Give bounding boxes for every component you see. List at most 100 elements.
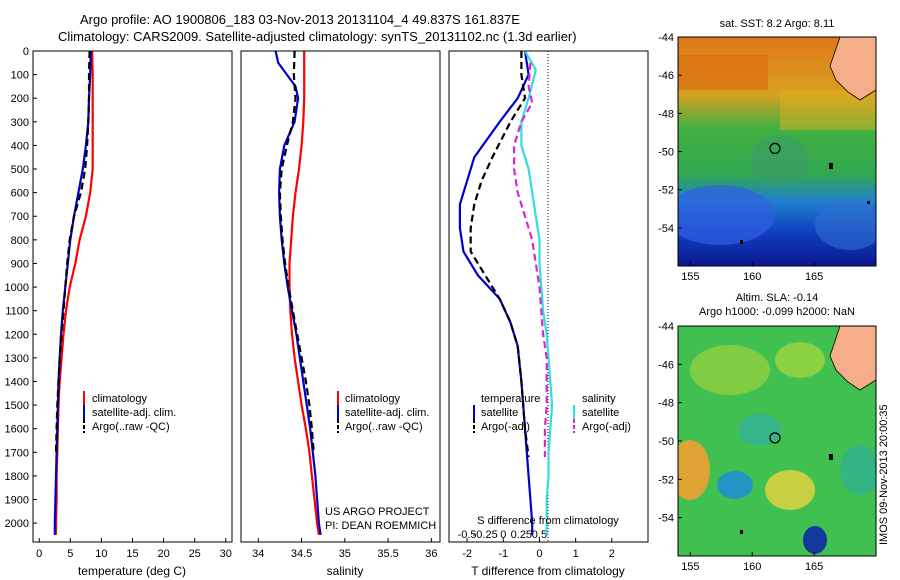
x-tick-label: 0 [36, 548, 42, 560]
sla-map-subtitle: Argo h1000: -0.099 h2000: NaN [699, 306, 855, 318]
x-tick-label: 5 [67, 548, 73, 560]
x-tick-label: 34.5 [291, 548, 312, 560]
sst-map-frame [677, 36, 877, 267]
x-tick-label: 34 [252, 548, 264, 560]
sst-map-title: sat. SST: 8.2 Argo: 8.11 [720, 18, 835, 30]
x-tick-label: 36 [425, 548, 437, 560]
landmass-new-zealand [829, 37, 876, 101]
map-x-tick-label: 155 [681, 271, 699, 283]
island-marker [829, 454, 833, 460]
legend-salinity-satellite: satellite [582, 407, 619, 419]
difference-panel: -2 -1 0 1 2 -0.5-0.25 0 0.25 0.5 T difference f… [448, 50, 649, 578]
difference-xlabel: T difference from climatology [471, 564, 625, 578]
x-tick-label: 10 [95, 548, 107, 560]
map-x-tick-label: 155 [681, 561, 699, 573]
salinity-legend-argo: Argo(..raw -QC) [345, 421, 423, 433]
y-tick-label: 1500 [5, 400, 29, 412]
y-tick-label: 300 [11, 117, 29, 129]
series-argo-raw-qc [54, 50, 91, 453]
difference-xticks: -2 -1 0 1 2 [462, 538, 615, 560]
sla-low-patch [840, 445, 876, 495]
sla-map-panel: Altim. SLA: -0.14 Argo h1000: -0.099 h20… [658, 292, 877, 573]
difference-series [458, 50, 554, 535]
sst-map-ticks: 155 160 165 -44 -46 -48 -50 -52 -54 [658, 32, 823, 283]
salinity-difference-legend: salinity satellite Argo(-adj) [573, 393, 631, 433]
map-y-tick-label: -44 [658, 32, 674, 44]
secondary-tick-label: 0.25 [511, 529, 532, 541]
map-y-tick-label: -52 [658, 185, 674, 197]
temperature-panel: 0 5 10 15 20 25 30 0 100 200 300 400 500 600 700 800 90… [5, 46, 233, 578]
y-tick-label: 1200 [5, 329, 29, 341]
sla-low-patch [717, 471, 753, 499]
sst-mid-patch [750, 135, 810, 185]
map-y-tick-label: -44 [658, 321, 674, 333]
island-marker [867, 201, 870, 204]
y-tick-label: 2000 [5, 518, 29, 530]
sla-map-frame [677, 325, 877, 557]
legend-temperature-satellite: satellite [481, 407, 518, 419]
x-tick-label: 20 [157, 548, 169, 560]
y-tick-label: 1700 [5, 447, 29, 459]
figure-title-line1: Argo profile: AO 1900806_183 03-Nov-2013… [80, 12, 520, 27]
map-y-tick-label: -54 [658, 513, 674, 525]
map-x-tick-label: 165 [805, 561, 823, 573]
secondary-tick-label: -0.25 [473, 529, 498, 541]
map-y-tick-label: -46 [658, 359, 674, 371]
y-tick-label: 400 [11, 140, 29, 152]
temperature-legend-argo: Argo(..raw -QC) [92, 421, 170, 433]
series-argo-raw-qc [278, 50, 315, 453]
map-y-tick-label: -50 [658, 436, 674, 448]
island-marker [740, 530, 743, 534]
legend-title-salinity: salinity [582, 393, 616, 405]
secondary-tick-label: -0.5 [458, 529, 477, 541]
x-tick-label: -2 [462, 548, 472, 560]
map-y-tick-label: -52 [658, 474, 674, 486]
x-tick-label: 30 [220, 548, 232, 560]
y-tick-label: 1400 [5, 376, 29, 388]
difference-sticks: -0.5-0.25 0 0.25 0.5 [458, 529, 547, 541]
y-tick-label: 1900 [5, 495, 29, 507]
x-tick-label: 0 [536, 548, 542, 560]
map-x-tick-label: 160 [743, 271, 761, 283]
sst-cold-patch [678, 185, 775, 245]
y-tick-label: 900 [11, 258, 29, 270]
sla-patch [775, 342, 825, 378]
project-annotation-line1: US ARGO PROJECT [325, 506, 430, 518]
temperature-frame [32, 50, 233, 543]
landmass-new-zealand [829, 326, 876, 391]
sla-high-patch [678, 440, 710, 500]
y-tick-label: 1100 [5, 306, 29, 318]
sst-cold-patch [815, 200, 876, 250]
secondary-tick-label: 0 [500, 529, 506, 541]
sla-map-title: Altim. SLA: -0.14 [736, 292, 819, 304]
y-tick-label: 500 [11, 164, 29, 176]
salinity-legend: climatology satellite-adj. clim. Argo(..… [337, 391, 429, 433]
y-tick-label: 100 [11, 70, 29, 82]
map-x-tick-label: 160 [743, 561, 761, 573]
argo-float-marker [769, 432, 781, 444]
argo-float-marker [769, 142, 781, 154]
map-y-tick-label: -50 [658, 147, 674, 159]
x-tick-label: -1 [498, 548, 508, 560]
y-tick-label: 1300 [5, 353, 29, 365]
series-salinity-satellite [520, 50, 554, 535]
temperature-yticks: 0 100 200 300 400 500 600 700 800 900 1000 1100 1200… [5, 46, 37, 530]
temperature-series [53, 50, 94, 535]
map-y-tick-label: -48 [658, 398, 674, 410]
imos-timestamp: IMOS 09-Nov-2013 20:00:35 [878, 404, 890, 545]
island-marker [829, 163, 833, 169]
y-tick-label: 200 [11, 93, 29, 105]
island-marker [740, 240, 743, 244]
salinity-frame [240, 50, 441, 543]
salinity-xticks: 34 34.5 35 35.5 36 [252, 538, 437, 560]
y-tick-label: 1800 [5, 471, 29, 483]
temperature-legend-climatology: climatology [92, 393, 148, 405]
x-tick-label: 2 [609, 548, 615, 560]
y-tick-label: 600 [11, 188, 29, 200]
sla-map-ticks: 155 160 165 -44 -46 -48 -50 -52 -54 [658, 321, 823, 573]
map-y-tick-label: -46 [658, 70, 674, 82]
x-tick-label: 15 [126, 548, 138, 560]
figure-title-line2: Climatology: CARS2009. Satellite-adjuste… [58, 29, 577, 44]
salinity-series [274, 50, 322, 536]
